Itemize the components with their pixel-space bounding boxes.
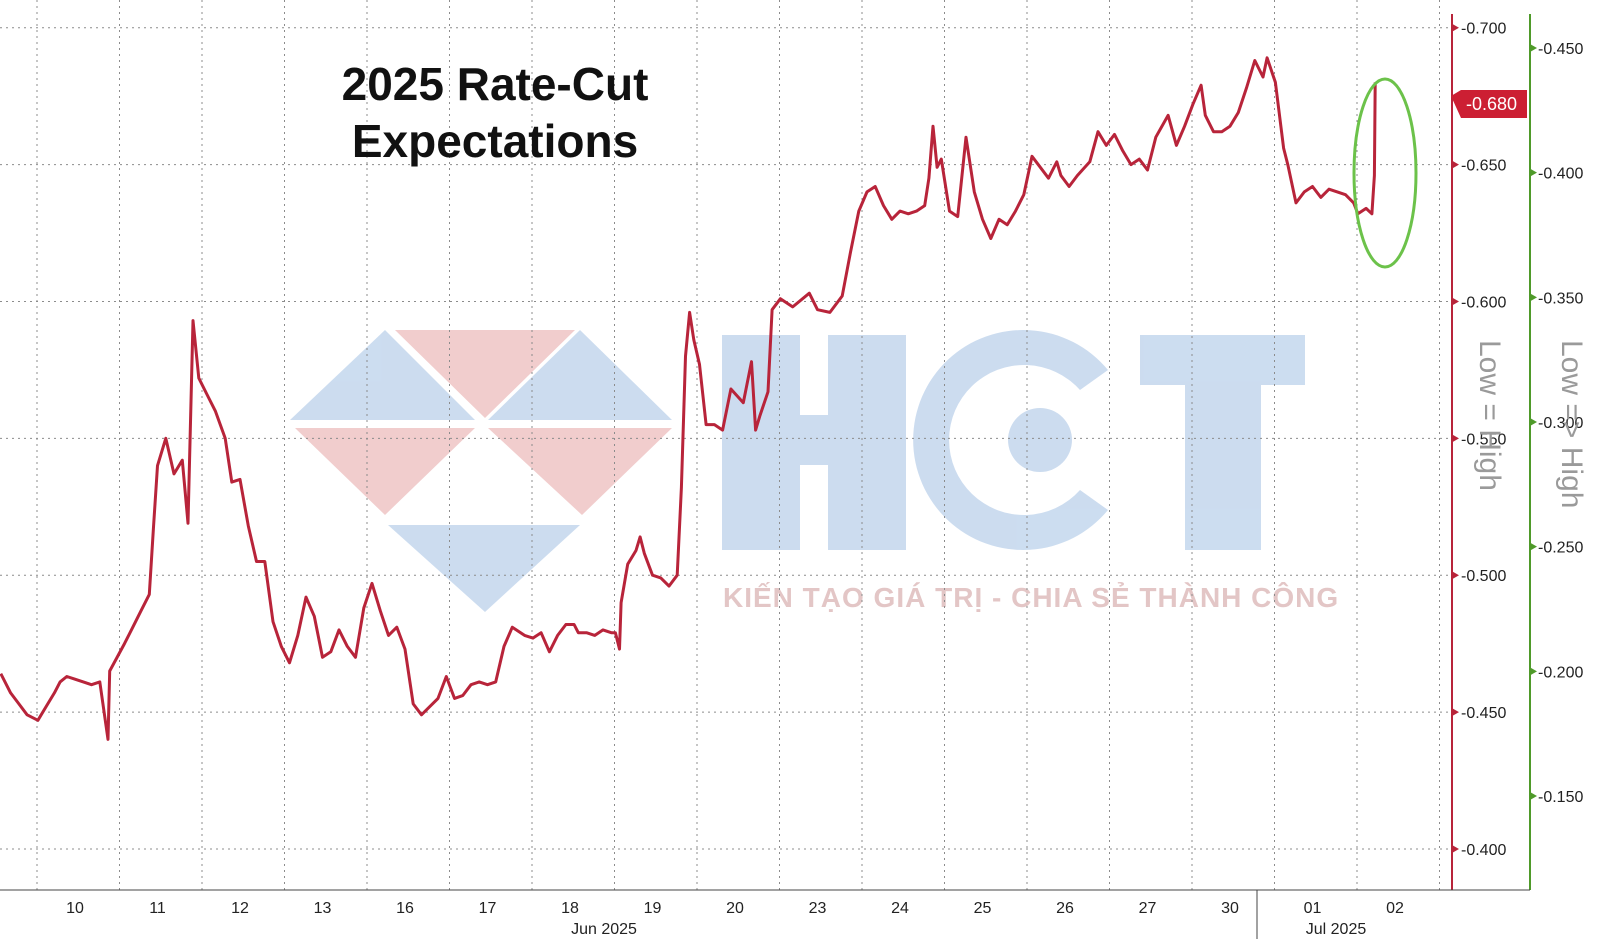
x-tick-label: 25	[974, 900, 992, 917]
y-right-tick-mark	[1530, 168, 1537, 177]
y-right-tick-mark	[1530, 792, 1537, 800]
y-left-tick-label: -0.700	[1461, 21, 1506, 38]
y-axis-right-ticks: -0.450 -0.400 -0.350 -0.300 -0.250 -0.200 -0.1…	[1530, 41, 1583, 806]
y-left-tick-mark	[1452, 708, 1459, 717]
x-tick-label: 19	[644, 900, 662, 917]
y-right-tick-mark	[1530, 667, 1537, 676]
chart-title-line-1: 2025 Rate-Cut	[342, 58, 649, 110]
y-right-tick-label: -0.450	[1538, 41, 1583, 58]
y-left-tick-mark	[1452, 297, 1459, 306]
y-left-tick-label: -0.450	[1461, 705, 1506, 722]
y-right-tick-label: -0.350	[1538, 290, 1583, 307]
y-left-tick-label: -0.650	[1461, 158, 1506, 175]
x-tick-label: 17	[479, 900, 497, 917]
x-tick-label: 12	[231, 900, 249, 917]
watermark-slogan: KIẾN TẠO GIÁ TRỊ - CHIA SẺ THÀNH CÔNG	[723, 581, 1339, 613]
y-left-tick-mark	[1452, 571, 1459, 580]
x-tick-label: 23	[809, 900, 827, 917]
y-right-tick-mark	[1530, 418, 1537, 426]
gridlines	[0, 0, 1452, 890]
y-right-tick-label: -0.300	[1538, 415, 1583, 432]
x-axis-ticks: 10 11 12 13 16 17 18 19 20 23 24 25 26 27 30 01 02 Jun 20…	[66, 900, 1404, 938]
y-axis-left-ticks: -0.700 -0.650 -0.600 -0.550 -0.500 -0.450 -0.4…	[1452, 21, 1506, 859]
x-tick-label: 20	[726, 900, 744, 917]
y-right-tick-label: -0.200	[1538, 664, 1583, 681]
y-left-tick-label: -0.600	[1461, 294, 1506, 311]
x-month-label: Jul 2025	[1306, 921, 1367, 938]
x-tick-label: 16	[396, 900, 414, 917]
y-right-tick-label: -0.150	[1538, 789, 1583, 806]
series-line-rate-cut	[0, 56, 1377, 741]
x-tick-label: 30	[1221, 900, 1239, 917]
y-left-tick-label: -0.400	[1461, 842, 1506, 859]
y-right-tick-label: -0.400	[1538, 166, 1583, 183]
y-right-tick-label: -0.250	[1538, 540, 1583, 557]
y-left-tick-mark	[1452, 160, 1459, 169]
x-tick-label: 10	[66, 900, 84, 917]
x-tick-label: 24	[891, 900, 909, 917]
highlight-ellipse	[1352, 77, 1418, 269]
x-tick-label: 27	[1139, 900, 1157, 917]
x-tick-label: 26	[1056, 900, 1074, 917]
watermark-logo	[290, 330, 1305, 612]
x-tick-label: 18	[561, 900, 579, 917]
y-left-tick-label: -0.550	[1461, 431, 1506, 448]
y-axis-right-label: Low => High	[1555, 340, 1588, 508]
x-tick-label: 13	[314, 900, 332, 917]
y-left-tick-mark	[1452, 434, 1459, 443]
last-value-badge: -0.680	[1451, 90, 1527, 118]
axes	[0, 14, 1531, 939]
y-left-tick-mark	[1452, 23, 1459, 32]
y-left-tick-mark	[1452, 844, 1459, 853]
y-right-tick-mark	[1530, 44, 1537, 52]
y-left-tick-label: -0.500	[1461, 568, 1506, 585]
y-right-tick-mark	[1530, 542, 1537, 551]
x-tick-label: 01	[1304, 900, 1322, 917]
last-value-label: -0.680	[1466, 94, 1517, 114]
x-month-label: Jun 2025	[571, 921, 637, 938]
y-right-tick-mark	[1530, 293, 1537, 302]
chart-title-line-2: Expectations	[352, 115, 638, 167]
x-tick-label: 02	[1386, 900, 1404, 917]
y-axis-left-label: Low = High	[1473, 340, 1506, 491]
x-tick-label: 11	[149, 900, 166, 917]
